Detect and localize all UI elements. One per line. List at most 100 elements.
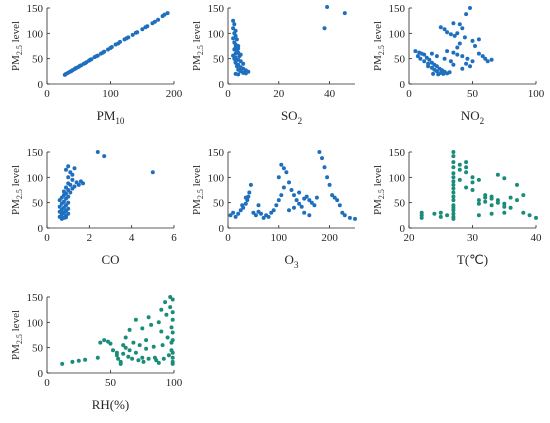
data-point [432, 211, 437, 216]
data-point [124, 36, 129, 41]
data-point [442, 27, 447, 32]
x-tick-label: 100 [102, 88, 119, 100]
data-point [66, 181, 71, 186]
data-point [57, 204, 62, 209]
data-point [307, 198, 312, 203]
data-point [123, 345, 128, 350]
data-point [455, 45, 460, 50]
data-point [451, 62, 456, 67]
data-point [451, 186, 456, 191]
data-point [427, 57, 432, 62]
y-tick-label: 50 [394, 54, 406, 66]
data-point [102, 338, 107, 343]
x-axis-label-main: RH(%) [92, 397, 130, 412]
data-point [156, 17, 161, 22]
data-point [335, 198, 340, 203]
data-point [330, 193, 335, 198]
data-point [238, 65, 243, 70]
data-point [434, 54, 439, 59]
data-point [342, 11, 347, 16]
data-point [337, 203, 342, 208]
data-point [451, 211, 456, 216]
data-point [470, 59, 475, 64]
data-point [269, 210, 274, 215]
x-axis-label-subscript: 10 [115, 116, 125, 126]
data-point [70, 177, 75, 182]
x-axis-label-subscript: 2 [298, 116, 303, 126]
data-point [508, 195, 513, 200]
data-point [66, 211, 71, 216]
y-tick-label: 0 [400, 79, 406, 91]
data-point [141, 359, 146, 364]
y-axis-label-main: PM [10, 55, 22, 71]
x-tick-label: 100 [166, 377, 183, 389]
data-point [457, 177, 462, 182]
scatter-panel-4: 0 2 4 6 0 50 100 150 CO PM2.5 level [10, 147, 177, 267]
data-point [243, 71, 248, 76]
data-point [68, 170, 73, 175]
data-point [131, 340, 136, 345]
data-point [276, 198, 281, 203]
x-tick-label: 20 [273, 88, 285, 100]
data-point [422, 52, 427, 57]
x-axis-label: PM10 [97, 108, 125, 126]
data-point [140, 326, 145, 331]
y-tick-label: 100 [27, 172, 44, 184]
data-point [81, 181, 85, 186]
data-point [457, 41, 462, 46]
data-point [297, 190, 302, 195]
x-axis-label-main: CO [101, 252, 119, 267]
data-point [460, 66, 465, 71]
data-point [168, 295, 173, 299]
data-point [253, 213, 258, 218]
data-point [170, 338, 175, 343]
data-point [116, 41, 121, 46]
data-point [66, 206, 71, 211]
data-point [455, 52, 460, 57]
data-point [111, 348, 115, 353]
data-point [274, 203, 279, 208]
data-point [418, 56, 423, 61]
data-point [464, 170, 469, 175]
data-point [508, 205, 513, 210]
data-point [485, 59, 490, 64]
y-axis-label-subscript: 2.5 [196, 189, 205, 199]
data-point [460, 54, 465, 59]
data-point [431, 71, 436, 76]
data-point [238, 208, 243, 213]
data-point [451, 182, 456, 187]
data-point [161, 356, 166, 361]
data-point [476, 213, 481, 218]
data-point [76, 182, 81, 187]
data-point [451, 198, 456, 203]
data-point [465, 56, 470, 61]
scatter-panel-5: 0 100 200 0 50 100 150 O3 PM2.5 level [191, 147, 357, 270]
data-point [64, 215, 68, 220]
data-point [307, 213, 312, 218]
data-point [83, 357, 88, 362]
data-point [527, 213, 532, 218]
data-point [143, 25, 148, 30]
y-axis-label-rest: level [10, 165, 22, 189]
data-point [502, 201, 507, 206]
data-point [451, 154, 456, 159]
data-point [415, 54, 420, 59]
data-point [159, 307, 164, 312]
data-point [534, 215, 538, 220]
data-point [448, 59, 453, 64]
scatter-panel-2: 0 20 40 0 50 100 150 SO2 PM2.5 level [191, 3, 355, 126]
data-point [413, 49, 418, 54]
data-point [69, 69, 74, 74]
data-point [419, 215, 424, 220]
data-point [164, 312, 169, 317]
y-tick-label: 150 [27, 147, 44, 159]
y-tick-label: 100 [208, 28, 225, 40]
data-point [95, 150, 100, 154]
data-point [231, 210, 236, 215]
data-point [168, 305, 173, 310]
data-point [289, 188, 294, 192]
y-axis-label-rest: level [191, 165, 203, 189]
x-tick-label: 30 [467, 232, 479, 244]
y-axis-label-rest: level [10, 21, 22, 45]
